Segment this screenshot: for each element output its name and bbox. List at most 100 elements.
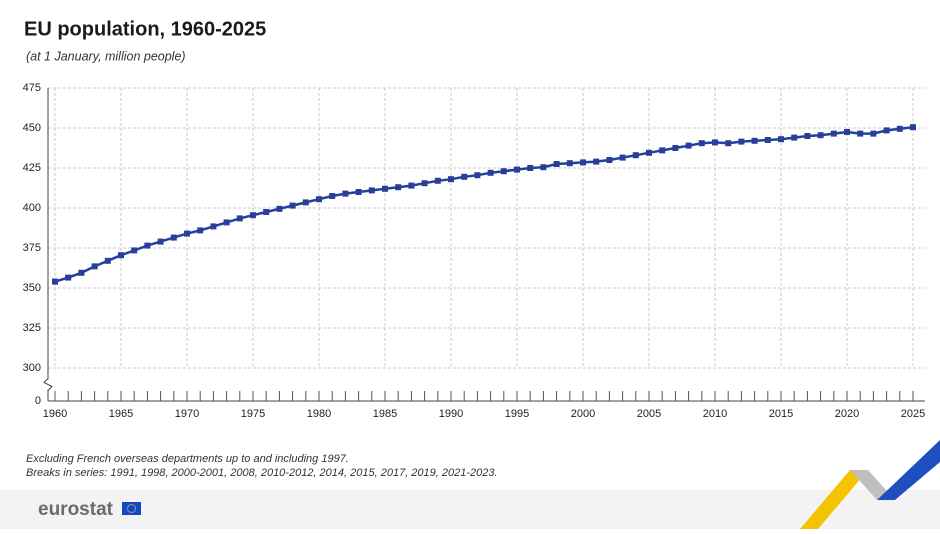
- marker: [817, 132, 824, 139]
- marker: [210, 223, 217, 230]
- decoration: [877, 440, 940, 500]
- marker: [474, 172, 481, 179]
- marker: [778, 136, 784, 143]
- marker: [131, 247, 138, 254]
- marker: [804, 133, 811, 139]
- x-tick-label: 1980: [307, 408, 331, 420]
- marker: [223, 219, 230, 226]
- marker: [52, 278, 58, 285]
- marker: [408, 182, 415, 189]
- marker: [514, 166, 520, 173]
- marker: [725, 140, 732, 147]
- marker: [104, 257, 111, 264]
- note: Breaks in series: 1991, 1998, 2000-2001,…: [26, 467, 498, 479]
- y-tick-label: 425: [23, 162, 41, 174]
- marker: [461, 173, 468, 180]
- marker: [672, 145, 679, 151]
- y-tick-label: 375: [23, 242, 41, 254]
- marker: [791, 134, 798, 141]
- marker: [144, 242, 151, 249]
- marker: [289, 202, 296, 209]
- marker: [236, 215, 243, 222]
- marker: [712, 139, 718, 146]
- marker: [566, 160, 573, 167]
- marker: [250, 212, 256, 219]
- marker: [632, 152, 639, 159]
- marker: [764, 137, 771, 143]
- y-tick-label: 300: [23, 362, 41, 374]
- marker: [553, 161, 560, 167]
- logo: eurostat: [38, 499, 114, 520]
- marker: [540, 164, 547, 171]
- marker: [896, 125, 903, 132]
- x-tick-label: 2015: [769, 408, 793, 420]
- x-tick-label: 1970: [175, 408, 199, 420]
- x-tick-label: 2005: [637, 408, 661, 420]
- marker: [857, 130, 864, 137]
- x-tick-label: 1985: [373, 408, 397, 420]
- x-tick-label: 1965: [109, 408, 133, 420]
- marker: [184, 230, 190, 237]
- marker: [500, 168, 507, 175]
- x-tick-label: 2025: [901, 408, 925, 420]
- marker: [910, 124, 916, 131]
- axis-break: [43, 378, 53, 391]
- marker: [78, 269, 85, 276]
- marker: [395, 184, 402, 191]
- marker: [751, 137, 758, 144]
- y-tick-label: 475: [23, 82, 41, 94]
- y-tick-label: 400: [23, 202, 41, 214]
- marker: [170, 234, 177, 241]
- marker: [276, 205, 283, 212]
- marker: [844, 129, 850, 135]
- chart-title: EU population, 1960-2025: [24, 18, 266, 40]
- y-tick-label: 325: [23, 322, 41, 334]
- marker: [738, 138, 745, 145]
- x-tick-label: 1975: [241, 408, 265, 420]
- y-tick-label: 350: [23, 282, 41, 294]
- marker: [527, 165, 534, 171]
- marker: [619, 154, 626, 161]
- y-tick-label: 0: [35, 395, 41, 407]
- decoration: [850, 470, 895, 500]
- x-tick-label: 1995: [505, 408, 529, 420]
- marker: [302, 199, 309, 206]
- x-tick-label: 1960: [43, 408, 67, 420]
- eu-flag: [122, 502, 141, 515]
- marker: [830, 130, 837, 137]
- marker: [580, 159, 586, 166]
- chart-subtitle: (at 1 January, million people): [26, 49, 186, 63]
- x-tick-label: 2000: [571, 408, 595, 420]
- note: Excluding French overseas departments up…: [26, 453, 349, 465]
- marker: [368, 187, 375, 194]
- marker: [118, 252, 124, 259]
- marker: [593, 158, 600, 165]
- marker: [685, 142, 692, 149]
- marker: [263, 209, 270, 215]
- marker: [870, 130, 877, 137]
- x-tick-label: 2010: [703, 408, 727, 420]
- marker: [91, 263, 98, 270]
- x-tick-label: 1990: [439, 408, 463, 420]
- marker: [883, 127, 890, 134]
- marker: [606, 157, 613, 163]
- marker: [646, 149, 652, 156]
- marker: [157, 238, 164, 245]
- footer-band: [0, 490, 940, 529]
- marker: [197, 227, 204, 234]
- marker: [421, 180, 428, 187]
- marker: [355, 189, 362, 195]
- marker: [342, 190, 349, 197]
- marker: [329, 193, 336, 199]
- marker: [382, 185, 388, 192]
- marker: [434, 177, 441, 184]
- line: [54, 125, 914, 283]
- marker: [448, 176, 454, 183]
- x-tick-label: 2020: [835, 408, 859, 420]
- marker: [65, 274, 72, 281]
- decoration: [800, 470, 868, 529]
- y-tick-label: 450: [23, 122, 41, 134]
- marker: [698, 140, 705, 147]
- marker: [316, 196, 322, 203]
